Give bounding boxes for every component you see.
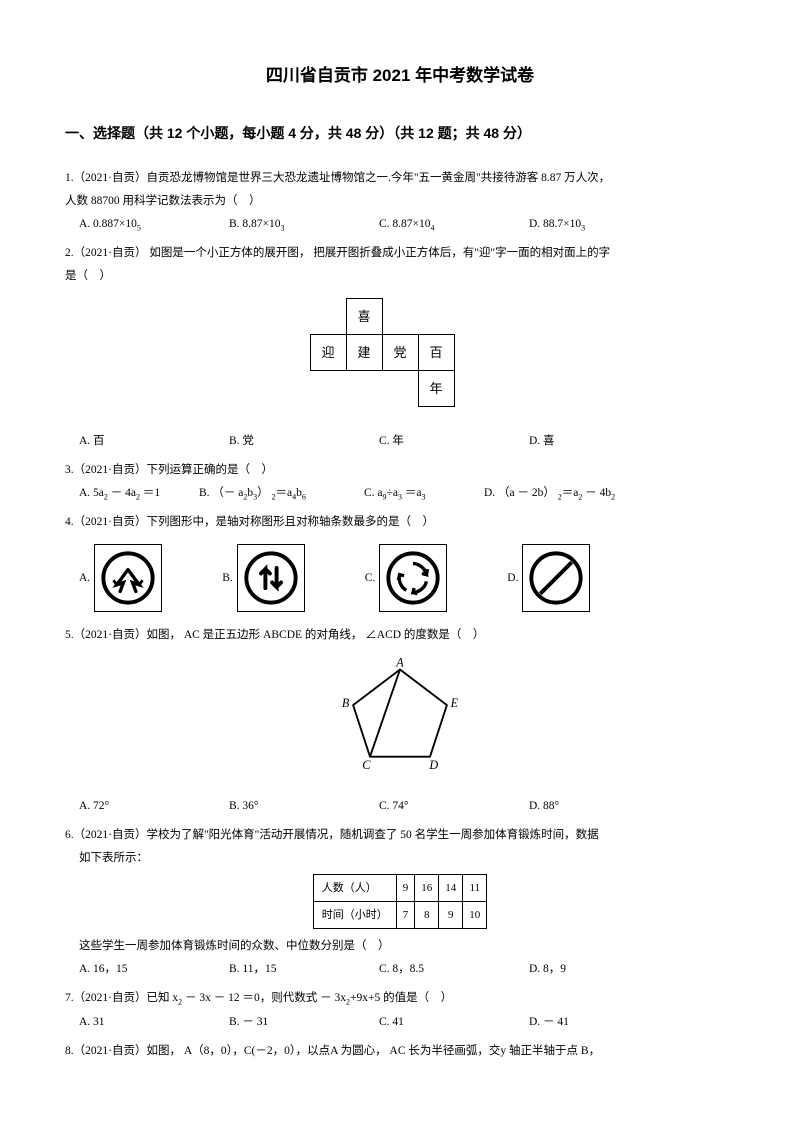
question-8: 8.（2021·自贡）如图， A（8，0），C(－2，0），以点A 为圆心， A… (65, 1040, 735, 1063)
q4-opt-a: A. (79, 544, 162, 612)
q2-options: A. 百 B. 党 C. 年 D. 喜 (65, 430, 735, 453)
q1-opt-a: A. 0.887×105 (79, 213, 229, 236)
q6-line1: 6.（2021·自贡）学校为了解"阳光体育"活动开展情况，随机调查了 50 名学… (65, 824, 735, 847)
q2-opt-b: B. 党 (229, 430, 379, 453)
q2-line2: 是（ ） (65, 265, 735, 288)
question-6: 6.（2021·自贡）学校为了解"阳光体育"活动开展情况，随机调查了 50 名学… (65, 824, 735, 981)
q4-text: 4.（2021·自贡）下列图形中，是轴对称图形且对称轴条数最多的是（ ） (65, 511, 735, 534)
question-4: 4.（2021·自贡）下列图形中，是轴对称图形且对称轴条数最多的是（ ） A. … (65, 511, 735, 612)
cell-nian: 年 (418, 371, 454, 407)
q1-opt-c: C. 8.87×104 (379, 213, 529, 236)
q7-opt-a: A. 31 (79, 1011, 229, 1034)
section-header: 一、选择题（共 12 个小题，每小题 4 分，共 48 分）（共 12 题；共 … (65, 120, 735, 147)
q6-opt-c: C. 8，8.5 (379, 958, 529, 981)
q7-opt-b: B. － 31 (229, 1011, 379, 1034)
q6-r1c1: 9 (396, 875, 415, 902)
q6-r2c2: 8 (415, 902, 439, 929)
q1-options: A. 0.887×105 B. 8.87×103 C. 8.87×104 D. … (65, 213, 735, 236)
question-2: 2.（2021·自贡） 如图是一个小正方体的展开图， 把展开图折叠成小正方体后，… (65, 242, 735, 453)
q6-r2c1: 7 (396, 902, 415, 929)
q2-line1: 2.（2021·自贡） 如图是一个小正方体的展开图， 把展开图折叠成小正方体后，… (65, 242, 735, 265)
q6-line2: 如下表所示： (65, 847, 735, 870)
q7-opt-c: C. 41 (379, 1011, 529, 1034)
q1-opt-d: D. 88.7×103 (529, 213, 679, 236)
q2-figure: 喜 迎 建 党 百 年 (65, 298, 735, 416)
q5-options: A. 72° B. 36° C. 74° D. 88° (65, 795, 735, 818)
q4-opt-d: D. (507, 544, 590, 612)
sign-c-icon (379, 544, 447, 612)
cube-net: 喜 迎 建 党 百 年 (310, 298, 491, 407)
question-7: 7.（2021·自贡）已知 x2 － 3x － 12 ＝0，则代数式 － 3x2… (65, 987, 735, 1033)
q6-opt-d: D. 8，9 (529, 958, 679, 981)
cell-jian: 建 (346, 335, 382, 371)
q2-opt-d: D. 喜 (529, 430, 679, 453)
q7-text: 7.（2021·自贡）已知 x2 － 3x － 12 ＝0，则代数式 － 3x2… (65, 987, 735, 1010)
sign-b-icon (237, 544, 305, 612)
q6-opt-a: A. 16，15 (79, 958, 229, 981)
q4-figures: A. B. C. D. (65, 544, 735, 612)
svg-text:B: B (342, 696, 350, 710)
question-5: 5.（2021·自贡）如图， AC 是正五边形 ABCDE 的对角线， ∠ACD… (65, 624, 735, 818)
cell-dang: 党 (382, 335, 418, 371)
q6-row1-hdr: 人数（人） (313, 875, 396, 902)
q1-line2: 人数 88700 用科学记数法表示为（ ） (65, 190, 735, 213)
q3-opt-d: D. （a － 2b） 2＝a2 － 4b2 (484, 482, 615, 505)
page-title: 四川省自贡市 2021 年中考数学试卷 (65, 60, 735, 92)
q5-opt-b: B. 36° (229, 795, 379, 818)
q4-opt-b: B. (222, 544, 305, 612)
q5-opt-c: C. 74° (379, 795, 529, 818)
q6-options: A. 16，15 B. 11，15 C. 8，8.5 D. 8，9 (65, 958, 735, 981)
q6-r2c4: 10 (463, 902, 487, 929)
q1-line1: 1.（2021·自贡）自贡恐龙博物馆是世界三大恐龙遗址博物馆之一.今年"五一黄金… (65, 167, 735, 190)
q8-text: 8.（2021·自贡）如图， A（8，0），C(－2，0），以点A 为圆心， A… (65, 1040, 735, 1063)
q7-opt-d: D. － 41 (529, 1011, 679, 1034)
svg-text:A: A (395, 657, 404, 670)
question-1: 1.（2021·自贡）自贡恐龙博物馆是世界三大恐龙遗址博物馆之一.今年"五一黄金… (65, 167, 735, 236)
q6-r2c3: 9 (439, 902, 463, 929)
q3-opt-a: A. 5a2 － 4a2 ＝1 (79, 482, 199, 505)
q5-text: 5.（2021·自贡）如图， AC 是正五边形 ABCDE 的对角线， ∠ACD… (65, 624, 735, 647)
q2-opt-c: C. 年 (379, 430, 529, 453)
q3-opt-c: C. a9÷a3 ＝a3 (364, 482, 484, 505)
question-3: 3.（2021·自贡）下列运算正确的是（ ） A. 5a2 － 4a2 ＝1 B… (65, 459, 735, 505)
svg-text:E: E (450, 696, 459, 710)
q5-figure: A B E C D (65, 657, 735, 781)
sign-a-icon (94, 544, 162, 612)
svg-text:D: D (428, 758, 438, 772)
svg-text:C: C (362, 758, 371, 772)
q6-line3: 这些学生一周参加体育锻炼时间的众数、中位数分别是（ ） (65, 935, 735, 958)
q6-r1c2: 16 (415, 875, 439, 902)
q4-opt-c: C. (365, 544, 448, 612)
q7-options: A. 31 B. － 31 C. 41 D. － 41 (65, 1011, 735, 1034)
q3-options: A. 5a2 － 4a2 ＝1 B. （－ a2b3） 2＝a4b6 C. a9… (65, 482, 735, 505)
q6-table: 人数（人） 9 16 14 11 时间（小时） 7 8 9 10 (313, 874, 488, 929)
q3-opt-b: B. （－ a2b3） 2＝a4b6 (199, 482, 364, 505)
q6-r1c3: 14 (439, 875, 463, 902)
cell-ying: 迎 (310, 335, 346, 371)
cell-bai: 百 (418, 335, 454, 371)
q5-opt-d: D. 88° (529, 795, 679, 818)
q5-opt-a: A. 72° (79, 795, 229, 818)
q6-row2-hdr: 时间（小时） (313, 902, 396, 929)
cell-xi: 喜 (346, 299, 382, 335)
q1-opt-b: B. 8.87×103 (229, 213, 379, 236)
q6-r1c4: 11 (463, 875, 487, 902)
q2-opt-a: A. 百 (79, 430, 229, 453)
q3-text: 3.（2021·自贡）下列运算正确的是（ ） (65, 459, 735, 482)
q6-opt-b: B. 11，15 (229, 958, 379, 981)
sign-d-icon (522, 544, 590, 612)
